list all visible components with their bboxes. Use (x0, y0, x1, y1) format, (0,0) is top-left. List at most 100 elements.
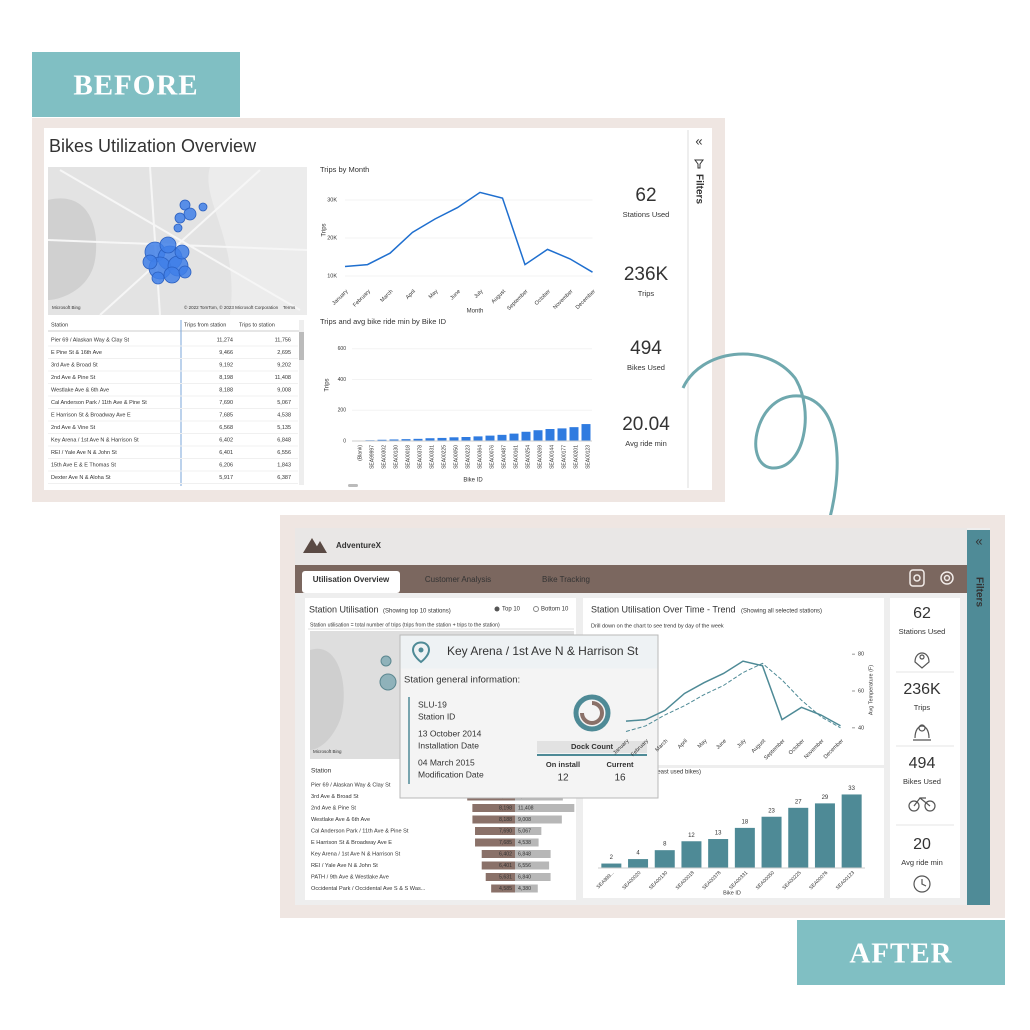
bar (569, 427, 579, 441)
x-axis-title: Month (467, 309, 484, 315)
dock-label: On install (546, 760, 580, 769)
table-cell: 9,008 (277, 387, 291, 393)
table-cell: Key Arena / 1st Ave N & Harrison St (311, 851, 401, 857)
tooltip-layer: Key Arena / 1st Ave N & Harrison St Stati… (399, 634, 659, 799)
bar (437, 437, 447, 441)
before-badge (32, 52, 240, 117)
data-label: 29 (822, 795, 829, 801)
map-water (310, 648, 344, 750)
table-cell: 6,402 (219, 437, 233, 443)
bar (475, 827, 515, 835)
kpi-dividers (896, 671, 954, 826)
bar (485, 873, 515, 881)
bar (425, 438, 435, 441)
x-tick-label: SEA00269 (537, 445, 543, 469)
kpi-icons (908, 652, 936, 893)
kpi-value: 20.04 (622, 414, 670, 435)
table-cell: Key Arena / 1st Ave N & Harrison St (51, 437, 139, 443)
tab[interactable]: Utilisation Overview (313, 575, 390, 584)
table-cell: 5,135 (277, 425, 291, 431)
table-cell: 11,408 (275, 375, 291, 381)
y-tick-label: 10K (327, 273, 337, 279)
table-cell: Occidental Park / Occidental Ave S & S W… (311, 886, 426, 892)
table-cell: 8,198 (219, 375, 233, 381)
table-cell: 2nd Ave & Vine St (51, 425, 96, 431)
kpi-label: Trips (638, 289, 655, 298)
bar (497, 434, 507, 441)
bar (481, 861, 515, 870)
table-cell: E Harrison St & Broadway Ave E (51, 412, 131, 418)
after-badge-text: AFTER (849, 938, 952, 970)
toggle-dot[interactable] (533, 606, 539, 612)
bar (449, 437, 459, 441)
data-label: 6,401 (499, 863, 512, 869)
panel-note: (Showing top 10 stations) (383, 609, 451, 615)
dock-value: 12 (557, 773, 569, 784)
bar (515, 838, 539, 847)
tooltip-title: Key Arena / 1st Ave N & Harrison St (447, 644, 639, 658)
chart-scrollbar[interactable] (348, 484, 358, 487)
data-label: 33 (848, 786, 855, 792)
table-cell: Westlake Ave & 6th Ave (51, 387, 109, 393)
before-table: Station Trips from station Trips to statio… (48, 320, 304, 486)
x-tick-label: SEA00123 (585, 445, 591, 469)
y2-axis-title: Avg Temperature (F) (868, 665, 874, 715)
dock-header (537, 741, 647, 753)
table-cell: 6,848 (277, 437, 291, 443)
bar (654, 850, 675, 868)
map-credit: Microsoft Bing (52, 305, 81, 310)
toggle[interactable]: Top 10 (502, 607, 521, 613)
line-series (344, 191, 593, 273)
bar (472, 804, 515, 812)
tab[interactable]: Bike Tracking (542, 575, 590, 584)
bar (389, 439, 399, 441)
table-cell: 3rd Ave & Broad St (311, 794, 359, 800)
data-label: 6,848 (518, 851, 531, 857)
map-point (379, 673, 397, 691)
data-label: 4,538 (518, 840, 531, 846)
tab[interactable]: Customer Analysis (425, 575, 491, 584)
brand: AdventureX (336, 541, 382, 550)
bar (515, 873, 551, 881)
panel-subtitle: Drill down on the chart to see trend by … (591, 623, 724, 629)
table-cell: 3rd Ave & Broad St (51, 362, 98, 368)
header-icons[interactable] (909, 569, 954, 587)
map-water (48, 198, 97, 300)
scroll-thumb[interactable] (299, 332, 304, 360)
bar (761, 816, 782, 868)
y2-tick-label: 60 (858, 688, 864, 694)
bar (841, 794, 862, 868)
tab-active[interactable] (302, 571, 400, 593)
collapse-filters[interactable]: « (695, 133, 702, 148)
toggle[interactable]: Bottom 10 (541, 607, 569, 613)
bar (509, 433, 519, 441)
bar (515, 827, 542, 835)
table-cell: 9,202 (277, 362, 291, 368)
table-header: Trips to station (239, 322, 275, 328)
table-cell: 8,188 (219, 387, 233, 393)
collapse-filters[interactable]: « (975, 533, 982, 548)
table-cell: 6,401 (219, 450, 233, 456)
data-label: 8 (663, 842, 667, 848)
panel-note: (Showing all selected stations) (741, 609, 822, 615)
map-terms[interactable]: Terms (283, 305, 296, 310)
panel-subtitle: Station utilisation = total number of tr… (310, 622, 500, 628)
filters-label[interactable]: Filters (973, 577, 984, 607)
table-cell: REI / Yale Ave N & John St (51, 450, 117, 456)
panel-title: Station Utilisation Over Time - Trend (591, 604, 736, 614)
bar (515, 815, 562, 824)
map-land (208, 167, 307, 315)
x-tick-label: SEA00254 (525, 445, 531, 469)
bar (788, 807, 809, 868)
bar (515, 850, 551, 858)
toggle-dot[interactable] (494, 606, 500, 612)
bar (708, 839, 729, 868)
filters-label[interactable]: Filters (693, 174, 704, 204)
x-tick-label: SEA00050 (453, 445, 459, 469)
kpi-value: 20 (913, 836, 931, 853)
scrollbar[interactable] (299, 320, 304, 485)
y-axis-title: Trips (325, 378, 331, 391)
table-header: Station (51, 322, 68, 328)
dock-value: 16 (614, 773, 626, 784)
